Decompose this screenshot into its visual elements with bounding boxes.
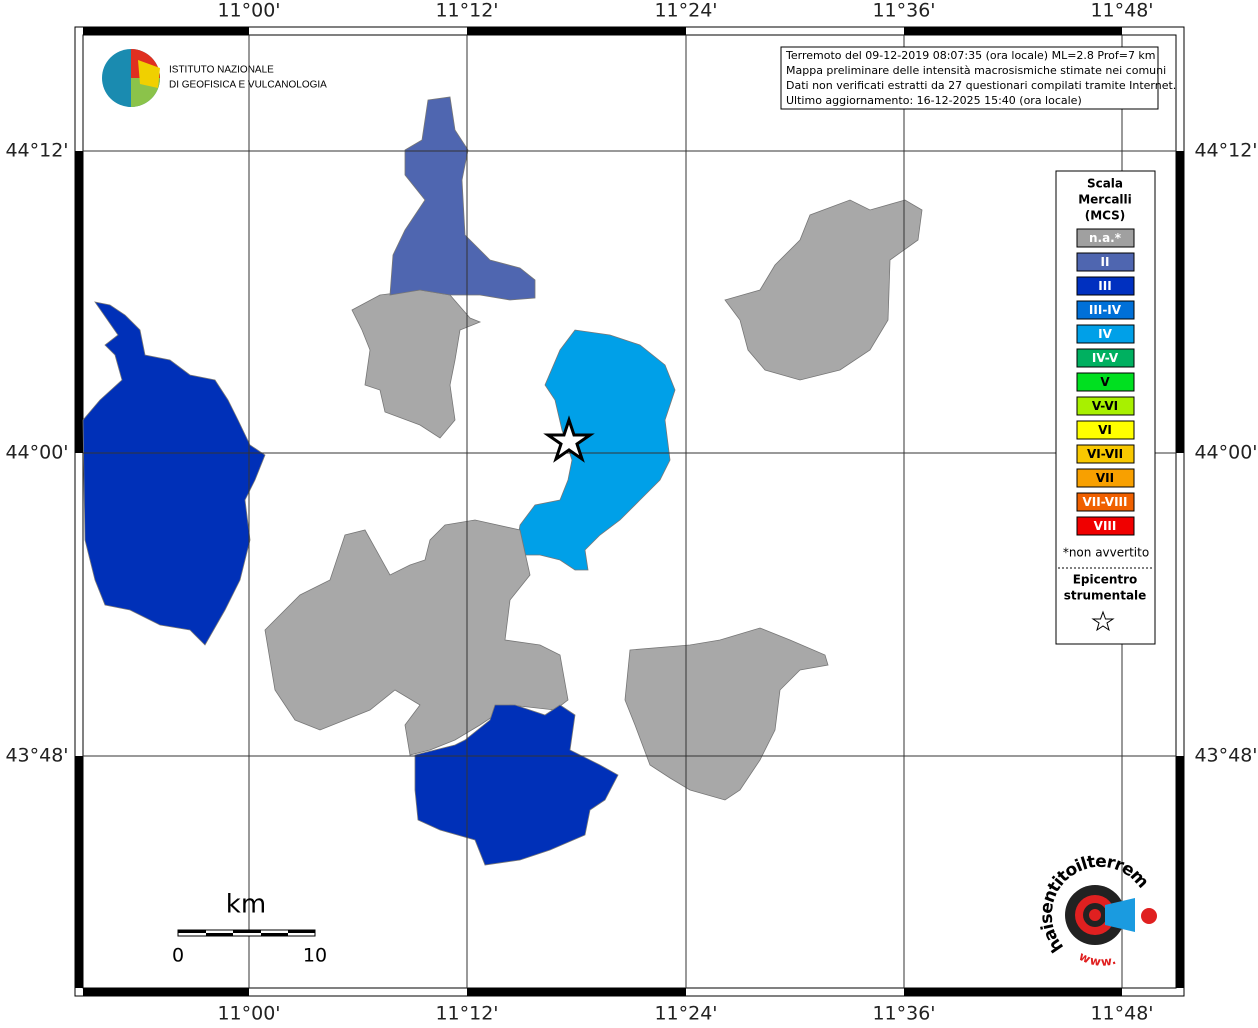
legend-label: VI-VII (1087, 447, 1123, 461)
legend-label: V-VI (1092, 399, 1118, 413)
legend-swatch (1076, 492, 1135, 512)
info: Terremoto del 09-12-2019 08:07:35 (ora l… (785, 49, 1176, 107)
logo-text: DI GEOFISICA E VULCANOLOGIA (169, 80, 327, 91)
lon-label: 11°48' (1090, 0, 1153, 22)
legend-swatch (1076, 252, 1135, 272)
lat-label: 44°00' (1194, 442, 1257, 464)
info-line: Terremoto del 09-12-2019 08:07:35 (ora l… (785, 49, 1156, 62)
frame-inner (82, 34, 1177, 989)
ingv-logo: ISTITUTO NAZIONALE DI GEOFISICA E VULCAN… (102, 49, 327, 107)
lon-label: 11°48' (1090, 1003, 1153, 1025)
lat-label: 43°48' (5, 745, 68, 767)
legend-label: IV-V (1092, 351, 1119, 365)
lat-label: 44°12' (1194, 140, 1257, 162)
legend-label: IV (1098, 327, 1112, 341)
legend-epicenter: Epicentro (1073, 573, 1138, 587)
lat-label: 43°48' (1194, 745, 1257, 767)
lon-label: 11°00' (217, 1003, 280, 1025)
legend-title: Scala (1087, 177, 1123, 191)
logo-text: ISTITUTO NAZIONALE (169, 65, 274, 76)
info-line: Mappa preliminare delle intensità macros… (786, 64, 1166, 77)
legend-label: VII-VIII (1082, 495, 1127, 509)
legend-swatch (1076, 348, 1135, 368)
legend-star (1091, 610, 1115, 632)
legend-swatch (1076, 324, 1135, 344)
legend-swatch (1076, 396, 1135, 416)
legend-swatch (1076, 420, 1135, 440)
info-line: Ultimo aggiornamento: 16-12-2025 15:40 (… (786, 94, 1082, 107)
legend-swatch (1076, 468, 1135, 488)
scale-tick: 10 (303, 945, 327, 967)
legend-label: n.a.* (1089, 231, 1122, 245)
legend-label: VI (1098, 423, 1112, 437)
site-prefix-path: www. (1077, 949, 1117, 969)
info-box (780, 46, 1159, 110)
legend-label: III-IV (1089, 303, 1122, 317)
legend-label: II (1101, 255, 1110, 269)
legend-label: VIII (1094, 519, 1117, 533)
lat-label: 44°00' (5, 442, 68, 464)
epicenter-star (543, 415, 595, 463)
scale-tick: 0 (172, 945, 184, 967)
legend-label: III (1098, 279, 1111, 293)
legend-title: Mercalli (1078, 193, 1132, 207)
legend-epicenter: strumentale (1064, 589, 1147, 603)
lon-label: 11°24' (654, 0, 717, 22)
lat-label: 44°12' (5, 140, 68, 162)
legend-label: V (1100, 375, 1110, 389)
graticule (83, 35, 1176, 988)
scale-unit: km (226, 890, 266, 920)
legend-swatch (1076, 372, 1135, 392)
lon-label: 11°36' (872, 1003, 935, 1025)
site-prefix: www. (1077, 949, 1117, 969)
legend-swatch (1076, 228, 1135, 248)
legend-swatch (1076, 276, 1135, 296)
legend-swatch (1076, 516, 1135, 536)
legend-label: VII (1096, 471, 1114, 485)
lon-label: 11°12' (435, 0, 498, 22)
info-line: Dati non verificati estratti da 27 quest… (786, 79, 1176, 92)
regions (82, 96, 923, 866)
lon-label: 11°36' (872, 0, 935, 22)
lon-label: 11°00' (217, 0, 280, 22)
legend-swatch (1076, 444, 1135, 464)
legend: ScalaMercalli(MCS)n.a.*IIIIIIII-IVIVIV-V… (1063, 177, 1149, 603)
lon-label: 11°12' (435, 1003, 498, 1025)
frame-bars (75, 27, 1184, 996)
legend-swatch (1076, 300, 1135, 320)
lon-label: 11°24' (654, 1003, 717, 1025)
legend-title: (MCS) (1085, 209, 1126, 223)
scale-bar: km 0 10 (172, 890, 327, 967)
legend-note: *non avvertito (1063, 546, 1149, 560)
